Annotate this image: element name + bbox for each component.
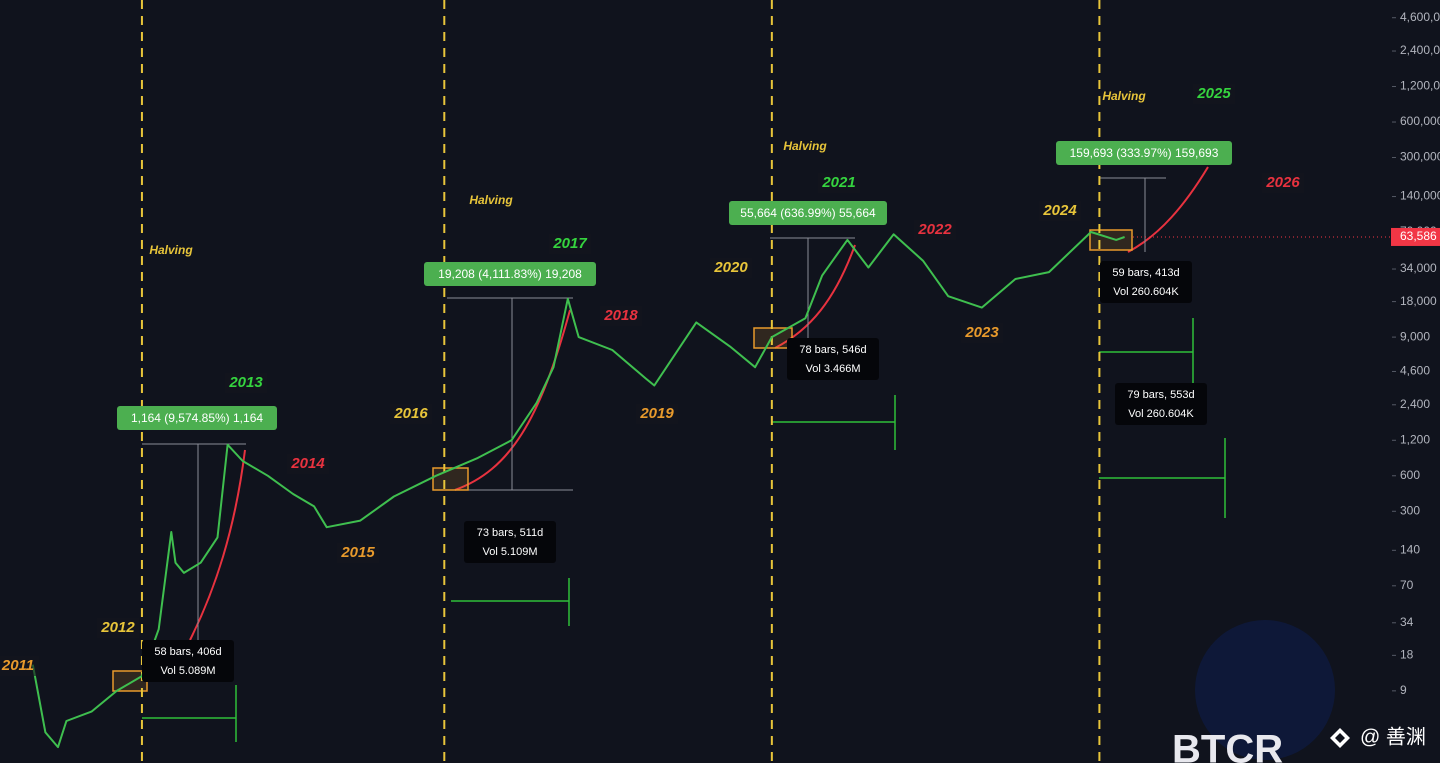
measure-box xyxy=(424,262,596,286)
year-label: 2023 xyxy=(964,324,999,341)
year-label: 2015 xyxy=(340,544,375,561)
y-tick-label: 9 xyxy=(1400,683,1407,697)
year-label: 2026 xyxy=(1265,174,1300,191)
year-label: 2025 xyxy=(1196,85,1231,102)
halving-label: Halving xyxy=(469,193,513,207)
range-arrows xyxy=(142,318,1226,742)
projection-curve xyxy=(774,244,856,349)
halving-label: Halving xyxy=(149,243,193,257)
info-line: Vol 5.109M xyxy=(482,546,537,558)
info-line: Vol 3.466M xyxy=(805,363,860,375)
measure-label: 159,693 (333.97%) 159,693 xyxy=(1070,146,1219,160)
year-label: 2018 xyxy=(603,307,638,324)
y-tick-label: 18 xyxy=(1400,648,1414,662)
year-label: 2014 xyxy=(290,455,325,472)
measure-label: 19,208 (4,111.83%) 19,208 xyxy=(438,267,582,281)
year-label-box xyxy=(1039,201,1081,221)
year-label: 2017 xyxy=(552,235,587,252)
credit: @ 善渊 xyxy=(1360,725,1426,748)
last-price-box xyxy=(1391,227,1440,246)
year-label: 2013 xyxy=(228,374,263,391)
last-price-label: 63,586 xyxy=(1400,229,1437,243)
year-label-box xyxy=(710,258,752,278)
watermark-glow xyxy=(1195,620,1335,760)
info-box xyxy=(464,521,556,563)
y-tick-label: 18,000 xyxy=(1400,294,1437,308)
y-tick-label: 70 xyxy=(1400,578,1414,592)
watermark: BTCR xyxy=(1172,728,1283,763)
y-tick-label: 2,400,000 xyxy=(1400,43,1440,57)
y-tick-label: 2,400 xyxy=(1400,397,1430,411)
y-tick-label: 1,200 xyxy=(1400,432,1430,446)
year-label-box xyxy=(225,373,267,393)
projection-curve xyxy=(1127,166,1209,253)
y-tick-label: 1,200,000 xyxy=(1400,79,1440,93)
year-label-box xyxy=(0,656,39,676)
year-label-box xyxy=(1262,173,1304,193)
year-label: 2019 xyxy=(639,405,674,422)
year-label-box xyxy=(390,404,432,424)
info-box xyxy=(1115,383,1207,425)
projection-curve xyxy=(454,309,571,491)
info-line: Vol 260.604K xyxy=(1128,408,1194,420)
measure-box xyxy=(1056,141,1232,165)
info-line: Vol 5.089M xyxy=(160,665,215,677)
y-tick-label: 9,000 xyxy=(1400,329,1430,343)
measure-label: 1,164 (9,574.85%) 1,164 xyxy=(131,411,263,425)
year-label-box xyxy=(600,306,642,326)
y-tick-label: 34,000 xyxy=(1400,261,1437,275)
projection-curve xyxy=(189,449,246,641)
info-box xyxy=(787,338,879,380)
info-box xyxy=(1100,261,1192,303)
year-label-box xyxy=(818,173,860,193)
year-label: 2021 xyxy=(821,174,855,191)
y-tick-label: 300 xyxy=(1400,503,1420,517)
year-label-box xyxy=(1193,84,1235,104)
year-label-box xyxy=(337,543,379,563)
info-line: Vol 260.604K xyxy=(1113,286,1179,298)
year-label: 2020 xyxy=(713,259,748,276)
info-line: 73 bars, 511d xyxy=(477,527,543,539)
credit-icon xyxy=(1330,728,1350,748)
measure-label: 55,664 (636.99%) 55,664 xyxy=(740,206,876,220)
price-line xyxy=(31,231,1125,749)
y-tick-label: 600 xyxy=(1400,468,1420,482)
info-line: 78 bars, 546d xyxy=(799,344,866,356)
year-label: 2024 xyxy=(1042,202,1077,219)
y-tick-label: 600,000 xyxy=(1400,114,1440,128)
year-label: 2022 xyxy=(917,221,952,238)
info-box xyxy=(142,640,234,682)
halving-label: Halving xyxy=(1102,89,1146,103)
info-line: 58 bars, 406d xyxy=(154,646,221,658)
y-tick-label: 140,000 xyxy=(1400,189,1440,203)
measure-box xyxy=(117,406,277,430)
year-label: 2016 xyxy=(393,405,428,422)
year-label-box xyxy=(97,618,139,638)
y-tick-label: 4,600 xyxy=(1400,364,1430,378)
year-label-box xyxy=(914,220,956,240)
year-label-box xyxy=(549,234,591,254)
y-tick-label: 4,600,000 xyxy=(1400,10,1440,24)
y-tick-label: 34 xyxy=(1400,615,1414,629)
year-label: 2011 xyxy=(1,657,34,674)
halving-label: Halving xyxy=(783,139,827,153)
info-line: 79 bars, 553d xyxy=(1127,389,1194,401)
year-label-box xyxy=(636,404,678,424)
measure-box xyxy=(729,201,887,225)
year-label-box xyxy=(961,323,1003,343)
info-line: 59 bars, 413d xyxy=(1112,267,1179,279)
year-label: 2012 xyxy=(100,619,135,636)
year-label-box xyxy=(287,454,329,474)
y-tick-label: 140 xyxy=(1400,542,1420,556)
y-tick-label: 300,000 xyxy=(1400,150,1440,164)
